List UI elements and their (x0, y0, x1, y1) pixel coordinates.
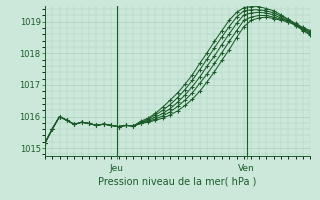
X-axis label: Pression niveau de la mer( hPa ): Pression niveau de la mer( hPa ) (99, 177, 257, 187)
